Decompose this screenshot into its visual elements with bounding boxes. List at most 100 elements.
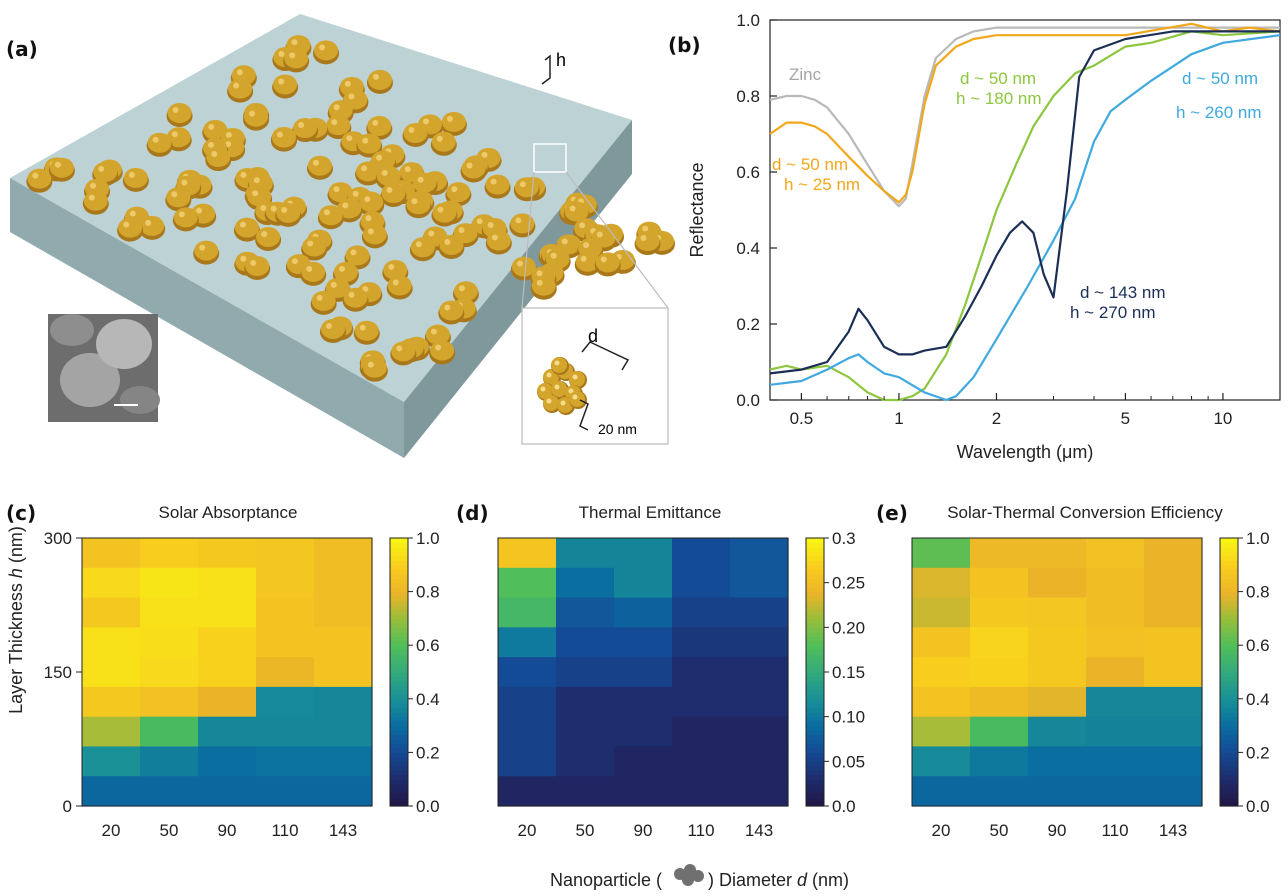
heatmap-cell [556,597,615,628]
heatmap-cell [912,776,971,807]
nanoparticle-cluster [300,261,327,286]
heatmap-cell [970,567,1029,599]
x-tick-label: 0.5 [790,409,814,428]
colorbar-segment [390,685,408,691]
colorbar-segment [1220,788,1238,794]
colorbar-segment [390,649,408,655]
x-tick-label: 2 [992,409,1001,428]
x-tick-label: 110 [687,821,714,840]
colorbar-segment [1220,663,1238,669]
colorbar-segment [806,756,824,762]
colorbar-segment [390,618,408,624]
colorbar-segment [1220,596,1238,602]
heatmap-cell [198,716,257,748]
colorbar-segment [390,712,408,718]
colorbar-segment [806,667,824,673]
heatmap-cell [314,776,373,807]
colorbar-segment [806,600,824,606]
heatmap-cell [672,776,731,807]
colorbar-segment [1220,747,1238,753]
colorbar-segment [390,663,408,669]
colorbar-segment [806,743,824,749]
heatmap-cell [730,627,789,658]
colorbar-segment [390,756,408,762]
colorbar-tick-label: 1.0 [1246,529,1270,548]
colorbar-frame [389,537,409,807]
heatmap-cell [730,597,789,628]
x-tick-label: 20 [518,821,537,840]
colorbar-segment [806,716,824,722]
colorbar-segment [806,560,824,566]
heatmap-cell [614,746,673,777]
colorbar-segment [1220,560,1238,566]
colorbar-segment [390,730,408,736]
nanoparticle-cluster [205,147,232,172]
nanoparticle-cluster [272,74,299,99]
substrate-front [10,178,404,458]
heatmap-cell [970,746,1029,777]
nanoparticle-cluster [336,198,363,223]
colorbar-tick-label: 0.05 [832,752,865,771]
heatmap-solar-absorptance: 20 50 90 110 143 0 150 300 0.0 0.2 0.4 0.6 0.8 1.0 [44,529,440,840]
heatmap-cell [1028,567,1087,599]
heatmap-cell [1144,538,1203,569]
panel-c-title: Solar Absorptance [159,503,298,522]
heatmap-cell [498,716,557,748]
colorbar-segment [806,747,824,753]
panel-e-label: (e) [876,501,908,525]
nanoparticle-cluster [409,237,436,262]
x-tick-label: 50 [576,821,595,840]
colorbar-tick-label: 0.8 [416,583,440,602]
colorbar-segment [390,747,408,753]
heatmap-cell [198,627,257,658]
colorbar-segment [390,627,408,633]
nanoparticle-cluster [166,103,193,128]
colorbar-segment [806,792,824,798]
heatmap-cell [912,686,971,718]
colorbar-segment [1220,640,1238,646]
colorbar-segment [1220,658,1238,664]
nanoparticle-cluster [431,202,458,227]
annotation-gold-d: d ~ 50 nm [772,155,848,174]
nanoparticle-cluster [361,357,388,382]
nanoparticle-cluster [146,132,173,157]
colorbar-segment [806,770,824,776]
colorbar-segment [390,551,408,557]
heatmap-cell [314,686,373,718]
colorbar-segment [390,613,408,619]
colorbar-segment [390,622,408,628]
heatmap-cell [1086,597,1145,628]
heatmap-cell [314,597,373,628]
colorbar-segment [1220,801,1238,807]
colorbar-segment [1220,578,1238,584]
nanoparticle-cluster [233,217,260,242]
panel-d: (d) Thermal Emittance 20 50 90 110 143 0.0 0.0… [456,501,865,840]
colorbar-segment [806,640,824,646]
colorbar-segment [1220,676,1238,682]
colorbar-tick-label: 1.0 [416,529,440,548]
x-tick-label: 90 [634,821,653,840]
heatmap-cell [730,686,789,718]
colorbar-segment [1220,582,1238,588]
heatmap-cell [82,746,141,777]
heatmap-cell [1144,746,1203,777]
heatmap-conversion-efficiency: 20 50 90 110 143 0.0 0.2 0.4 0.6 0.8 1.0 [911,529,1270,840]
colorbar-frame [1219,537,1239,807]
heatmap-cell [970,627,1029,658]
heatmap-cell [1144,776,1203,807]
colorbar-segment [806,591,824,597]
colorbar-segment [1220,725,1238,731]
nanoparticle-cluster [366,69,393,94]
colorbar-tick-label: 0.4 [416,690,440,709]
colorbar-segment [806,564,824,570]
heatmap-frame [497,537,789,807]
colorbar-segment [390,591,408,597]
heatmap-cell [314,716,373,748]
colorbar-segment [390,578,408,584]
nanoparticle-cluster [356,133,383,158]
colorbar-segment [806,645,824,651]
nanoparticle-cluster [172,207,199,232]
colorbar-segment [806,680,824,686]
colorbar-tick-label: 0.0 [1246,797,1270,816]
heatmap-cell [1144,627,1203,658]
